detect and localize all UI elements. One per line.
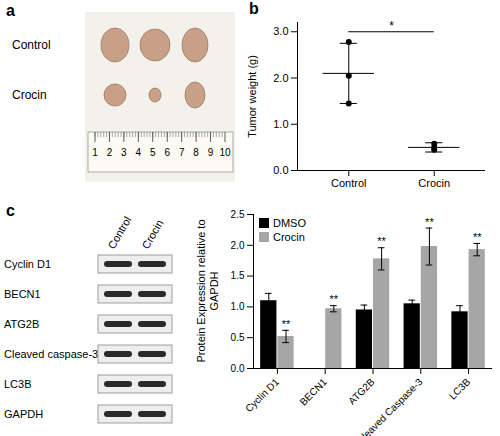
- svg-text:8: 8: [193, 147, 199, 158]
- svg-text:**: **: [473, 231, 482, 243]
- svg-text:0.0: 0.0: [273, 164, 288, 176]
- svg-text:Tumor weight (g): Tumor weight (g): [246, 55, 258, 138]
- svg-text:4: 4: [136, 147, 142, 158]
- svg-text:BECN1: BECN1: [4, 288, 41, 300]
- svg-text:Crocin: Crocin: [12, 88, 47, 102]
- svg-text:3.0: 3.0: [273, 25, 288, 37]
- svg-text:c: c: [6, 202, 15, 219]
- svg-text:**: **: [282, 318, 291, 330]
- svg-text:Control: Control: [331, 177, 366, 189]
- svg-text:Cyclin D1: Cyclin D1: [4, 258, 51, 270]
- svg-text:1.5: 1.5: [231, 270, 245, 281]
- svg-text:1.0: 1.0: [273, 118, 288, 130]
- svg-text:BECN1: BECN1: [298, 376, 330, 408]
- svg-text:0.5: 0.5: [231, 332, 245, 343]
- svg-text:5: 5: [150, 147, 156, 158]
- svg-text:2: 2: [107, 147, 113, 158]
- svg-text:7: 7: [179, 147, 185, 158]
- svg-text:Control: Control: [12, 38, 51, 52]
- svg-text:**: **: [425, 216, 434, 228]
- svg-text:3: 3: [121, 147, 127, 158]
- svg-text:6: 6: [164, 147, 170, 158]
- svg-text:1: 1: [92, 147, 98, 158]
- svg-text:10: 10: [219, 147, 231, 158]
- html-text:Crocin: Crocin: [273, 231, 305, 243]
- svg-text:2.0: 2.0: [273, 72, 288, 84]
- svg-text:Cyclin D1: Cyclin D1: [243, 376, 281, 414]
- svg-text:a: a: [6, 2, 15, 19]
- svg-text:Cleaved Caspase-3: Cleaved Caspase-3: [355, 376, 425, 436]
- svg-text:ATG2B: ATG2B: [4, 318, 39, 330]
- html-text:DMSO: DMSO: [273, 217, 306, 229]
- svg-text:LC3B: LC3B: [447, 376, 473, 402]
- svg-text:GAPDH: GAPDH: [4, 408, 43, 420]
- svg-text:9: 9: [208, 147, 214, 158]
- svg-text:Crocin: Crocin: [139, 217, 165, 251]
- svg-text:2.0: 2.0: [231, 240, 245, 251]
- svg-text:Control: Control: [105, 214, 133, 251]
- html-text:Protein Expression relative to: Protein Expression relative to GAPDH: [195, 219, 220, 363]
- html-text:b: b: [249, 0, 259, 17]
- svg-text:Cleaved caspase-3: Cleaved caspase-3: [4, 348, 98, 360]
- svg-text:2.5: 2.5: [231, 209, 245, 220]
- svg-text:ATG2B: ATG2B: [346, 376, 377, 407]
- svg-text:0.0: 0.0: [231, 363, 245, 374]
- svg-text:LC3B: LC3B: [4, 378, 32, 390]
- svg-text:**: **: [377, 235, 386, 247]
- svg-text:1.0: 1.0: [231, 301, 245, 312]
- svg-text:Crocin: Crocin: [418, 177, 450, 189]
- svg-text:*: *: [389, 19, 394, 33]
- svg-text:**: **: [330, 293, 339, 305]
